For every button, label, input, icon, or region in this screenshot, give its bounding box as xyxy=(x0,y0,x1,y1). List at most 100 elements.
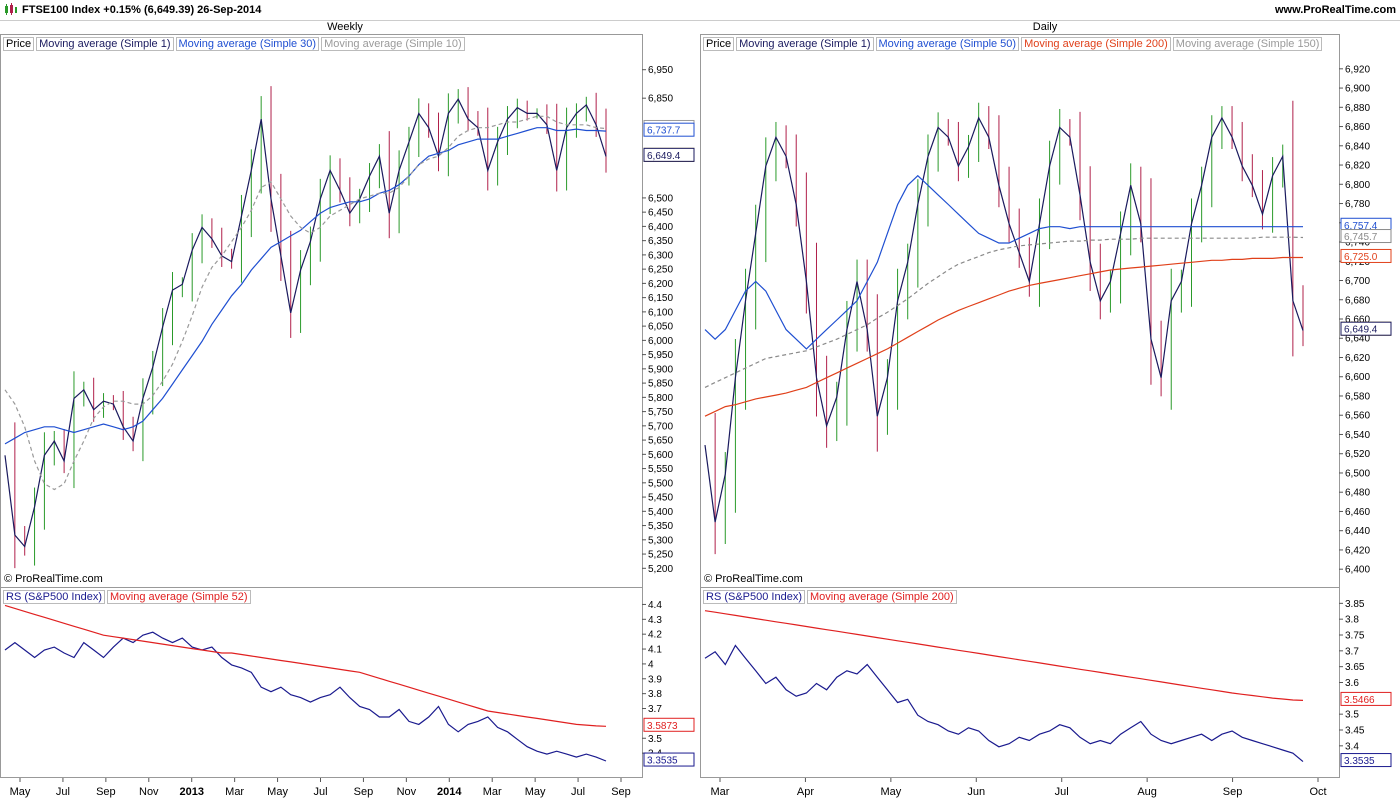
y-tick-label: 3.4 xyxy=(1345,741,1359,752)
daily-copyright: © ProRealTime.com xyxy=(704,573,803,585)
y-tick-label: 5,900 xyxy=(648,364,673,375)
y-tick-label: 3.9 xyxy=(648,674,662,685)
y-tick-label: 3.5 xyxy=(1345,710,1359,721)
instrument-title: FTSE100 Index +0.15% (6,649.39) 26-Sep-2… xyxy=(22,4,262,16)
y-tick-label: 5,500 xyxy=(648,478,673,489)
y-tick-label: 6,450 xyxy=(648,208,673,219)
y-tick-label: 6,440 xyxy=(1345,526,1370,537)
series-line-moving-average-simple-200- xyxy=(704,256,1303,417)
current-value-label: 3.5873 xyxy=(647,721,678,732)
y-tick-label: 6,950 xyxy=(648,65,673,76)
y-tick-label: 6,860 xyxy=(1345,122,1370,133)
series-line-rs-s-p500-index- xyxy=(704,644,1304,763)
y-tick-label: 6,850 xyxy=(648,94,673,105)
daily-price-panel[interactable]: Price Moving average (Simple 1) Moving a… xyxy=(700,34,1340,588)
weekly-price-panel[interactable]: Price Moving average (Simple 1) Moving a… xyxy=(0,34,643,588)
series-line-moving-average-simple-1- xyxy=(4,98,607,548)
y-tick-label: 6,520 xyxy=(1345,449,1370,460)
y-tick-label: 5,600 xyxy=(648,450,673,461)
current-value-tag xyxy=(643,752,695,767)
legend-rs-ma200[interactable]: Moving average (Simple 200) xyxy=(807,590,957,604)
current-value-tag xyxy=(1340,229,1392,244)
y-tick-label: 6,900 xyxy=(1345,84,1370,95)
legend-ma30[interactable]: Moving average (Simple 30) xyxy=(175,37,320,51)
y-tick-label: 5,300 xyxy=(648,535,673,546)
current-value-tag xyxy=(1340,321,1392,336)
y-tick-label: 6,660 xyxy=(1345,315,1370,326)
y-tick-label: 3.6 xyxy=(1345,678,1359,689)
y-tick-label: 6,480 xyxy=(1345,488,1370,499)
y-tick-label: 6,820 xyxy=(1345,161,1370,172)
y-tick-label: 6,500 xyxy=(1345,468,1370,479)
series-line-rs-s-p500-index- xyxy=(4,631,607,762)
legend-price[interactable]: Price xyxy=(703,37,735,51)
current-value-tag xyxy=(1340,248,1392,263)
y-tick-label: 3.65 xyxy=(1345,662,1365,673)
current-value-label: 3.5466 xyxy=(1344,695,1375,706)
y-tick-label: 4.3 xyxy=(648,615,662,626)
legend-rs-ma52[interactable]: Moving average (Simple 52) xyxy=(107,590,251,604)
x-tick-label: Sep xyxy=(96,786,116,798)
weekly-rs-panel[interactable]: RS (S&P500 Index) Moving average (Simple… xyxy=(0,587,643,778)
y-tick-label: 6,620 xyxy=(1345,353,1370,364)
current-value-tag xyxy=(1340,691,1392,706)
weekly-rs-chart xyxy=(4,604,607,762)
y-tick-label: 3.8 xyxy=(1345,615,1359,626)
x-tick-label: Apr xyxy=(797,786,814,798)
series-line-moving-average-simple-150- xyxy=(704,236,1304,388)
current-value-label: 6,757.4 xyxy=(1344,221,1378,232)
y-tick-label: 5,800 xyxy=(648,393,673,404)
y-tick-label: 5,250 xyxy=(648,550,673,561)
current-value-label: 6,725.0 xyxy=(1344,252,1378,263)
y-tick-label: 3.5 xyxy=(648,734,662,745)
legend-ma10[interactable]: Moving average (Simple 10) xyxy=(321,37,465,51)
legend-ma1[interactable]: Moving average (Simple 1) xyxy=(36,37,174,51)
y-tick-label: 5,700 xyxy=(648,421,673,432)
x-tick-label: Mar xyxy=(225,786,244,798)
y-tick-label: 6,920 xyxy=(1345,64,1370,75)
y-tick-label: 6,100 xyxy=(648,307,673,318)
weekly-price-chart xyxy=(4,86,607,569)
daily-rs-legend: RS (S&P500 Index) Moving average (Simple… xyxy=(703,590,959,604)
legend-rs[interactable]: RS (S&P500 Index) xyxy=(703,590,805,604)
y-tick-label: 6,600 xyxy=(1345,372,1370,383)
series-line-moving-average-simple-1- xyxy=(704,116,1304,523)
candlestick-logo-icon xyxy=(5,3,17,15)
y-tick-label: 6,840 xyxy=(1345,141,1370,152)
legend-ma50[interactable]: Moving average (Simple 50) xyxy=(875,37,1020,51)
daily-x-axis: Mar Apr May Jun Jul Aug Sep Oct xyxy=(711,778,1327,798)
daily-rs-panel[interactable]: RS (S&P500 Index) Moving average (Simple… xyxy=(700,587,1340,778)
y-tick-label: 6,580 xyxy=(1345,391,1370,402)
legend-ma200[interactable]: Moving average (Simple 200) xyxy=(1021,37,1171,51)
y-tick-label: 6,300 xyxy=(648,250,673,261)
y-tick-label: 6,460 xyxy=(1345,507,1370,518)
series-line-moving-average-simple-200- xyxy=(704,610,1304,701)
current-value-label: 6,649.4 xyxy=(647,151,681,162)
legend-price[interactable]: Price xyxy=(3,37,35,51)
y-tick-label: 5,850 xyxy=(648,379,673,390)
weekly-rs-legend: RS (S&P500 Index) Moving average (Simple… xyxy=(3,590,253,604)
x-tick-label: Sep xyxy=(611,786,631,798)
daily-price-legend: Price Moving average (Simple 1) Moving a… xyxy=(703,37,1324,51)
daily-panel-title: Daily xyxy=(1032,21,1058,33)
y-tick-label: 6,680 xyxy=(1345,295,1370,306)
series-line-moving-average-simple-30- xyxy=(4,127,607,445)
y-tick-label: 6,420 xyxy=(1345,545,1370,556)
y-tick-label: 6,700 xyxy=(1345,276,1370,287)
site-url[interactable]: www.ProRealTime.com xyxy=(1274,4,1396,16)
legend-rs[interactable]: RS (S&P500 Index) xyxy=(3,590,105,604)
y-tick-label: 6,400 xyxy=(1345,565,1370,576)
current-value-label: 3.3535 xyxy=(647,756,678,767)
legend-ma1[interactable]: Moving average (Simple 1) xyxy=(736,37,874,51)
current-value-label: 6,649.4 xyxy=(1344,325,1378,336)
weekly-price-legend: Price Moving average (Simple 1) Moving a… xyxy=(3,37,467,51)
x-tick-label: Sep xyxy=(1223,786,1243,798)
y-tick-label: 6,400 xyxy=(648,222,673,233)
y-tick-label: 6,000 xyxy=(648,336,673,347)
y-tick-label: 6,780 xyxy=(1345,199,1370,210)
legend-ma150[interactable]: Moving average (Simple 150) xyxy=(1172,37,1323,51)
x-tick-label: 2013 xyxy=(179,786,203,798)
y-tick-label: 6,540 xyxy=(1345,430,1370,441)
daily-rs-y-axis: 3.85 3.8 3.75 3.7 3.65 3.6 3.5 3.45 3.4 3.5466 3.3… xyxy=(1339,599,1392,767)
